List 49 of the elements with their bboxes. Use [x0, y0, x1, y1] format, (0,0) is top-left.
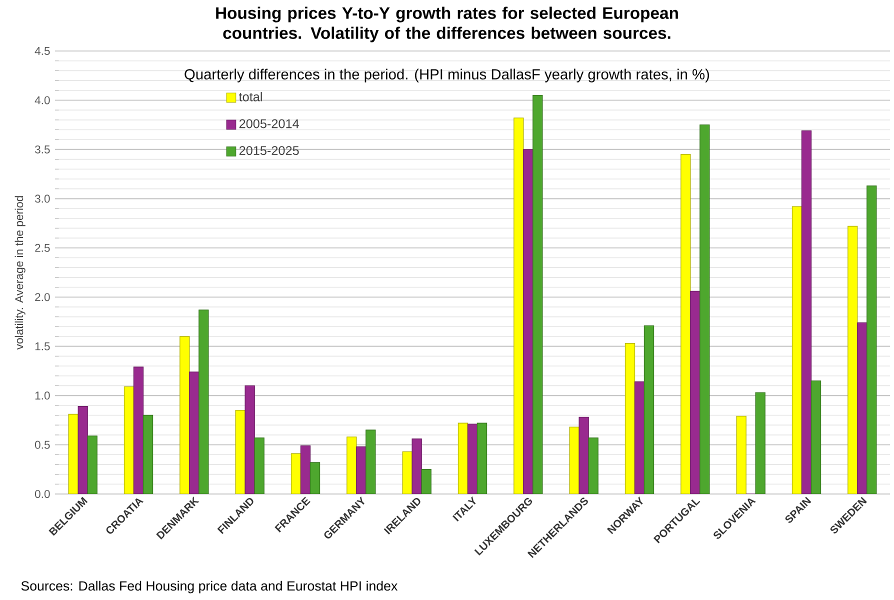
bar: [690, 290, 700, 494]
bar: [133, 366, 144, 494]
bar: [644, 325, 654, 494]
bar: [700, 124, 710, 494]
bar: [634, 381, 645, 494]
bar: [624, 343, 636, 494]
legend-label: 2005-2014: [239, 119, 299, 128]
legend-label: total: [238, 92, 262, 102]
bar: [421, 469, 432, 494]
bar: [87, 436, 98, 494]
chart-title: Housing prices Y-to-Y growth rates for selected European countries. Volatility of the differences between sources.: [216, 6, 678, 42]
bar: [467, 424, 478, 494]
bar: [254, 438, 264, 494]
y-tick-label: 0.0: [34, 490, 50, 498]
bar: [810, 380, 822, 494]
bar: [142, 414, 154, 494]
text: Quarterly differences in the period. (HPI minus DallasF yearly growth rates, in %): [184, 68, 710, 82]
y-tick-label: 3.5: [34, 145, 50, 154]
y-tick-label: 4.0: [34, 96, 50, 104]
bar: [235, 410, 246, 494]
bar: [310, 462, 320, 494]
bar: [801, 130, 812, 494]
bar: [300, 445, 311, 494]
bar: [857, 322, 868, 494]
bar: [680, 154, 691, 494]
bar: [68, 414, 78, 494]
y-tick-label: 0.5: [34, 440, 50, 449]
bar: [244, 385, 255, 494]
bar: [523, 149, 534, 494]
bar: [458, 422, 468, 494]
y-tick-label: 2.5: [35, 244, 50, 252]
bar: [792, 206, 802, 494]
legend-label: 2015-2025: [239, 146, 299, 156]
bar: [514, 118, 524, 494]
bar: [848, 226, 858, 494]
y-axis-title: volatility. Average in the period: [14, 196, 26, 350]
bar: [569, 426, 580, 494]
y-tick-label: 1.5: [35, 342, 50, 350]
y-tick-label: 4.5: [34, 47, 50, 55]
bar: [866, 186, 877, 494]
source-note: Sources: Dallas Fed Housing price data and Eurostat HPI index: [21, 580, 398, 594]
bar: [290, 453, 302, 494]
bar: [402, 451, 412, 494]
bar: [124, 386, 134, 494]
y-tick-label: 3.0: [34, 194, 50, 203]
bar: [78, 406, 88, 494]
y-tick-label: 2.0: [35, 293, 50, 302]
bar: [476, 422, 488, 494]
y-tick-label: 1.0: [35, 392, 50, 400]
